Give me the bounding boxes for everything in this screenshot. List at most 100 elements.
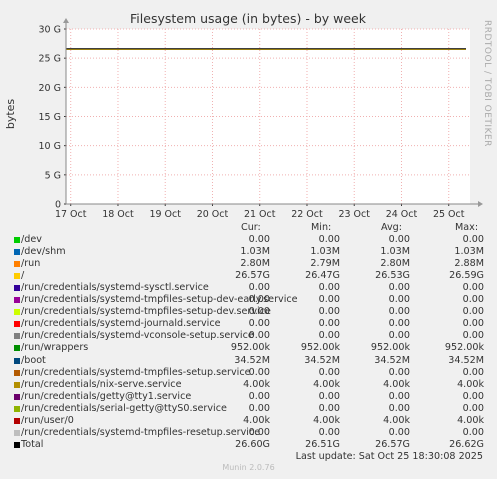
- legend-avg: 952.00k: [370, 342, 410, 354]
- y-tick-label: 25 G: [39, 54, 61, 65]
- y-tick-label: 30 G: [39, 25, 61, 36]
- x-axis-arrow: [478, 201, 483, 207]
- legend-row: /boot 34.52M 34.52M 34.52M 34.52M: [14, 355, 490, 367]
- grid: [66, 28, 470, 204]
- legend-row: /run/credentials/systemd-journald.servic…: [14, 318, 490, 330]
- legend-header: Cur: Min: Avg: Max:: [14, 222, 490, 234]
- legend-cur: 0.00: [248, 282, 270, 294]
- legend-avg: 0.00: [388, 234, 410, 246]
- legend-min: 26.47G: [305, 270, 340, 282]
- legend-max: 1.03M: [454, 246, 484, 258]
- rrdtool-credit: RRDTOOL / TOBI OETIKER: [482, 20, 492, 147]
- legend-max: 0.00: [462, 390, 484, 402]
- legend-min: 0.00: [318, 282, 340, 294]
- legend-name: /run/credentials/systemd-sysctl.service: [21, 282, 209, 294]
- legend-avg: 0.00: [388, 402, 410, 414]
- legend-max: 4.00k: [457, 378, 484, 390]
- legend-cur: 952.00k: [230, 342, 270, 354]
- legend-cur: 4.00k: [243, 414, 270, 426]
- y-tick-label: 20 G: [39, 83, 61, 94]
- legend-avg: 0.00: [388, 306, 410, 318]
- header-avg: Avg:: [381, 222, 403, 233]
- legend-min: 1.03M: [310, 246, 340, 258]
- y-tick-label: 10 G: [39, 141, 61, 152]
- legend-name: /boot: [21, 354, 46, 366]
- legend-max: 952.00k: [444, 342, 484, 354]
- legend-max: 0.00: [462, 282, 484, 294]
- legend-min: 34.52M: [304, 354, 340, 366]
- legend-row: /run/credentials/systemd-tmpfiles-resetu…: [14, 427, 490, 439]
- last-update-row: Last update: Sat Oct 25 18:30:08 2025: [14, 451, 490, 463]
- legend-swatch: [14, 405, 20, 412]
- y-axis-label: bytes: [4, 99, 17, 130]
- legend-cur: 0.00: [248, 294, 270, 306]
- legend: Cur: Min: Avg: Max: /dev 0.00 0.00 0.00 0.00…: [14, 222, 490, 463]
- x-tick-label: 22 Oct: [291, 209, 323, 220]
- legend-max: 0.00: [462, 402, 484, 414]
- legend-name: /run/credentials/systemd-tmpfiles-setup-…: [21, 306, 271, 318]
- y-tick-label: 0: [55, 200, 61, 211]
- legend-avg: 0.00: [388, 282, 410, 294]
- x-tick-label: 18 Oct: [102, 209, 134, 220]
- axes: 17 Oct 18 Oct 19 Oct 20 Oct 21 Oct 22 Oct 23 O…: [39, 18, 483, 220]
- legend-swatch: [14, 237, 20, 244]
- x-tick-label: 23 Oct: [338, 209, 370, 220]
- legend-min: 2.79M: [310, 258, 340, 270]
- legend-max: 0.00: [462, 234, 484, 246]
- legend-min: 0.00: [318, 306, 340, 318]
- legend-name: /run/credentials/systemd-tmpfiles-setup-…: [21, 294, 298, 306]
- legend-avg: 0.00: [388, 426, 410, 438]
- legend-cur: 0.00: [248, 318, 270, 330]
- legend-min: 0.00: [318, 234, 340, 246]
- legend-name: /run/user/0: [21, 414, 74, 426]
- x-tick-label: 21 Oct: [244, 209, 276, 220]
- legend-cur: 0.00: [248, 426, 270, 438]
- legend-swatch: [14, 321, 20, 328]
- legend-cur: 0.00: [248, 330, 270, 342]
- legend-cur: 0.00: [248, 306, 270, 318]
- legend-min: 0.00: [318, 318, 340, 330]
- legend-min: 0.00: [318, 426, 340, 438]
- legend-name: /run/credentials/nix-serve.service: [21, 378, 182, 390]
- legend-swatch: [14, 369, 20, 376]
- header-min: Min:: [311, 222, 332, 233]
- legend-row: /run/credentials/systemd-tmpfiles-setup-…: [14, 294, 490, 306]
- legend-cur: 4.00k: [243, 378, 270, 390]
- legend-swatch: [14, 381, 20, 388]
- legend-cur: 1.03M: [240, 246, 270, 258]
- munin-footer: Munin 2.0.76: [222, 463, 275, 472]
- legend-name: /run/credentials/getty@tty1.service: [21, 390, 192, 402]
- legend-name: /: [21, 270, 25, 282]
- legend-avg: 0.00: [388, 294, 410, 306]
- legend-swatch: [14, 357, 20, 364]
- legend-max: 0.00: [462, 306, 484, 318]
- legend-swatch: [14, 393, 20, 400]
- legend-cur: 0.00: [248, 390, 270, 402]
- legend-max: 2.88M: [454, 258, 484, 270]
- legend-min: 0.00: [318, 402, 340, 414]
- legend-min: 4.00k: [313, 378, 340, 390]
- legend-swatch: [14, 441, 20, 448]
- legend-name: /run/credentials/systemd-tmpfiles-setup.…: [21, 366, 251, 378]
- legend-max: 34.52M: [448, 354, 484, 366]
- legend-min: 952.00k: [300, 342, 340, 354]
- x-tick-label: 25 Oct: [433, 209, 465, 220]
- chart-title: Filesystem usage (in bytes) - by week: [130, 11, 367, 26]
- legend-name: /run/credentials/systemd-vconsole-setup.…: [21, 330, 254, 342]
- legend-cur: 2.80M: [240, 258, 270, 270]
- x-tick-label: 17 Oct: [55, 209, 87, 220]
- y-axis-arrow: [63, 18, 69, 23]
- legend-cur: 0.00: [248, 234, 270, 246]
- legend-row: /run/user/0 4.00k 4.00k 4.00k 4.00k: [14, 415, 490, 427]
- legend-swatch: [14, 261, 20, 268]
- legend-min: 0.00: [318, 390, 340, 402]
- legend-name: /run/credentials/systemd-journald.servic…: [21, 318, 221, 330]
- legend-row: /run/credentials/getty@tty1.service 0.00 0…: [14, 391, 490, 403]
- legend-max: 0.00: [462, 294, 484, 306]
- legend-row: Total 26.60G 26.51G 26.57G 26.62G: [14, 439, 490, 451]
- legend-swatch: [14, 297, 20, 304]
- legend-avg: 0.00: [388, 330, 410, 342]
- legend-cur: 26.60G: [235, 438, 270, 450]
- legend-swatch: [14, 345, 20, 352]
- legend-swatch: [14, 333, 20, 340]
